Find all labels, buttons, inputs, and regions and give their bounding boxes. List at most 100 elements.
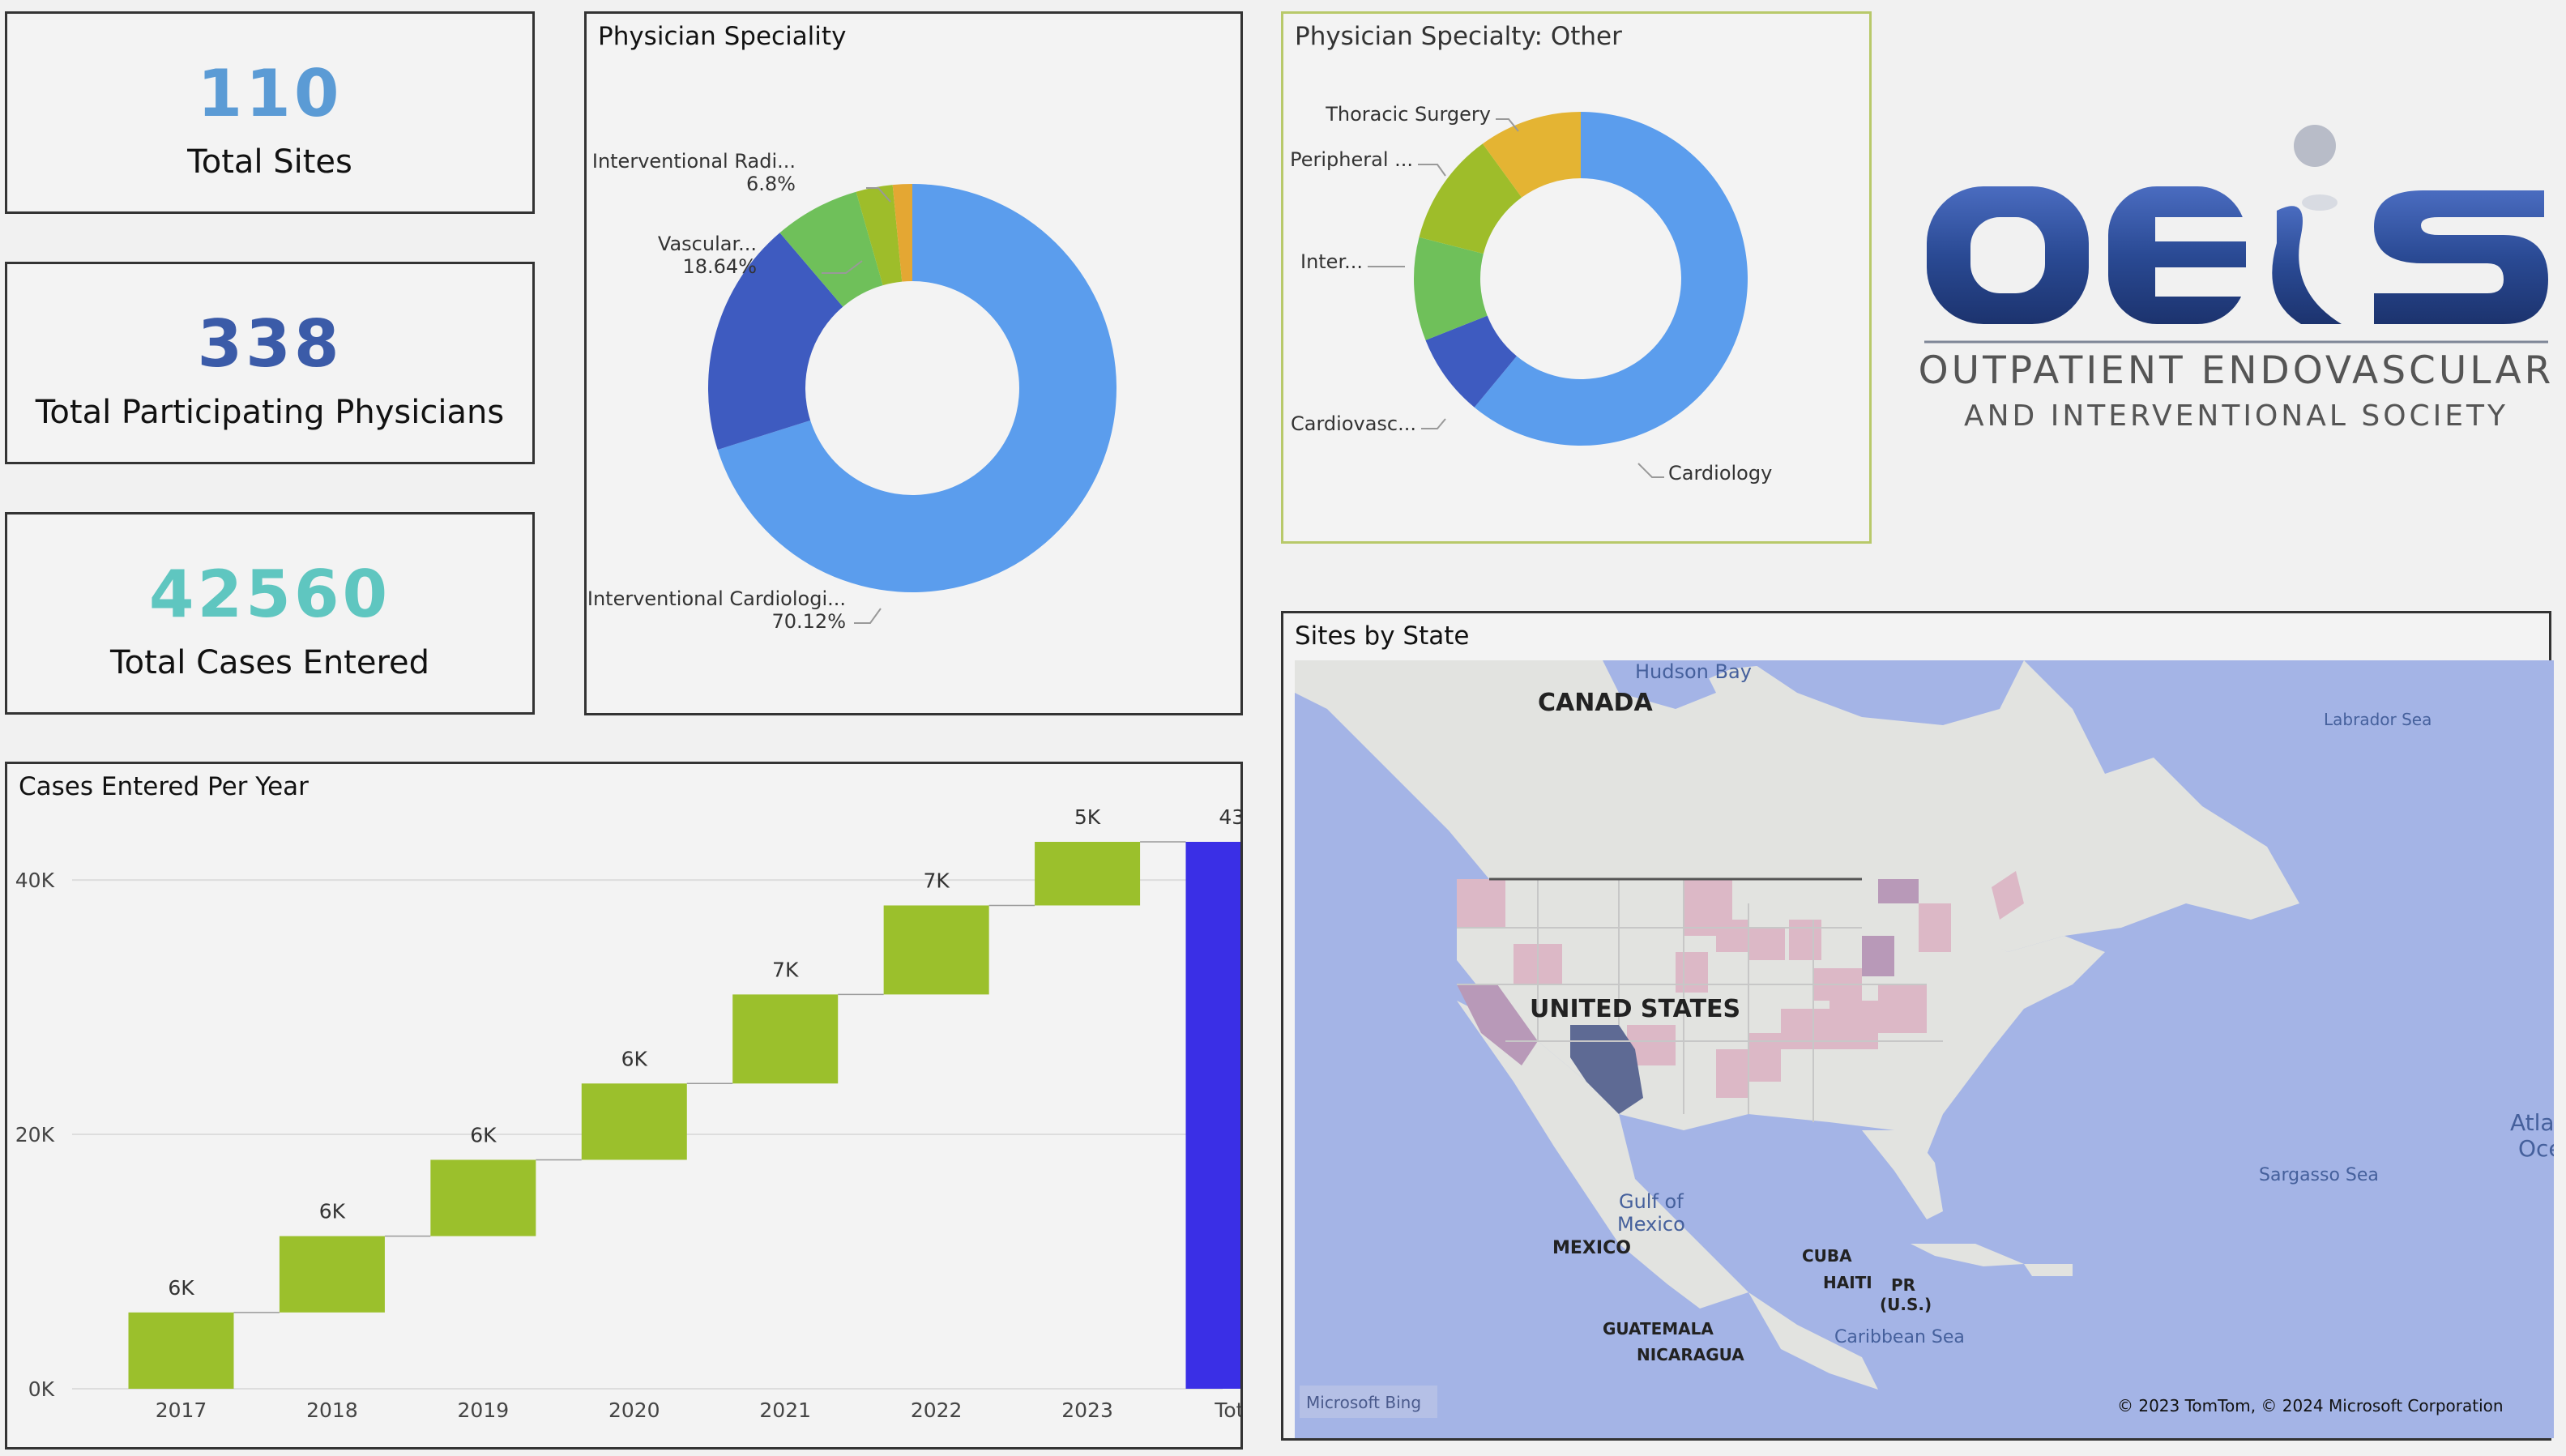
data-label: 6K [319,1200,346,1223]
kpi-label: Total Sites [187,143,352,181]
kpi-total-cases: 42560 Total Cases Entered [5,512,535,715]
waterfall-bar[interactable] [1185,842,1241,1389]
map-label-sargasso: Sargasso Sea [2259,1165,2379,1185]
donut-label: Inter... [1300,250,1363,273]
donut-slice[interactable] [1482,112,1581,198]
data-label: 6K [470,1123,497,1146]
donut-label: Interventional Cardiologi... [587,587,846,610]
map-label-united-states: UNITED STATES [1530,995,1740,1023]
donut-label: Peripheral ... [1290,148,1413,171]
donut-slice[interactable] [892,184,912,282]
waterfall-bar[interactable] [1035,842,1141,906]
map-label-mexico: MEXICO [1552,1238,1631,1258]
x-tick-label: 2017 [156,1398,207,1422]
donut-slice[interactable] [1419,143,1522,254]
kpi-label: Total Participating Physicians [35,394,505,431]
map-label-cuba: CUBA [1802,1246,1852,1266]
waterfall-bar[interactable] [581,1083,687,1160]
x-tick-label: 2020 [608,1398,660,1422]
cases-per-year-panel[interactable]: Cases Entered Per Year 0K 20K 40K 6K 2017 6K 2… [5,762,1243,1450]
x-tick-label: 2019 [458,1398,510,1422]
map-label-nicaragua: NICARAGUA [1637,1345,1744,1364]
kpi-label: Total Cases Entered [109,644,430,681]
map-label-atlantic-2: Oce [2518,1135,2554,1162]
donut-slice[interactable] [717,184,1116,593]
donut-pct: 18.64% [682,255,757,278]
waterfall-bar[interactable] [279,1236,385,1313]
y-tick-label: 0K [28,1377,55,1401]
sites-by-state-panel[interactable]: Sites by State [1281,611,2554,1441]
data-label: 5K [1074,805,1101,829]
kpi-total-physicians: 338 Total Participating Physicians [5,262,535,464]
physician-specialty-other-panel[interactable]: Physician Specialty: Other Thoracic Surg… [1281,11,1872,544]
leader-line [822,260,863,274]
donut-slice[interactable] [1474,112,1748,446]
panel-title: Cases Entered Per Year [19,772,309,801]
oeis-logo-mark: OUTPATIENT ENDOVASCULAR AND INTERVENTION… [1919,125,2552,433]
data-label: 7K [772,958,799,981]
kpi-value: 42560 [148,557,391,632]
donut-pct: 6.8% [746,173,796,195]
map-label-caribbean: Caribbean Sea [1834,1327,1965,1347]
waterfall-bar[interactable] [430,1159,536,1236]
donut-label: Cardiovasc... [1291,412,1416,435]
y-tick-label: 40K [15,869,55,892]
kpi-total-sites: 110 Total Sites [5,11,535,214]
x-tick-label: 2022 [911,1398,963,1422]
waterfall-bar[interactable] [883,905,989,995]
donut-slice[interactable] [1414,237,1488,340]
cases-per-year-chart[interactable]: 0K 20K 40K 6K 2017 6K 2018 6K 2019 6K 2020 7K 2021 7K… [7,764,1240,1447]
leader-line [1418,164,1446,177]
map-label-haiti: HAITI [1823,1273,1872,1292]
map-label-pr-2: (U.S.) [1880,1295,1932,1314]
donut-label: Thoracic Surgery [1325,103,1491,126]
donut-label: Vascular... [658,233,757,255]
physician-speciality-panel[interactable]: Physician Speciality Interventional Radi… [584,11,1243,715]
x-tick-label: 2021 [759,1398,811,1422]
map-label-labrador-sea: Labrador Sea [2324,710,2432,729]
leader-line [1496,118,1519,132]
map-copyright: © 2023 TomTom, © 2024 Microsoft Corporat… [2117,1396,2504,1415]
map-label-gulf-2: Mexico [1617,1213,1685,1236]
y-tick-label: 20K [15,1123,55,1146]
leader-line [1421,418,1446,429]
data-label: 43K [1219,805,1240,829]
leader-line [854,608,882,624]
physician-speciality-donut[interactable]: Interventional Radi...6.8% Vascular...18.… [587,14,1240,713]
panel-title: Physician Specialty: Other [1295,22,1622,51]
waterfall-bar[interactable] [128,1312,234,1389]
donut-slice[interactable] [1425,315,1517,408]
donut-pct: 70.12% [771,610,846,633]
map-label-gulf: Gulf of [1619,1190,1684,1213]
bing-logo-badge [1300,1386,1437,1418]
data-label: 6K [168,1276,194,1300]
logo-line2: AND INTERVENTIONAL SOCIETY [1964,399,2508,433]
map-label-hudson-bay: Hudson Bay [1635,660,1752,683]
panel-title: Physician Speciality [598,22,847,51]
data-label: 6K [621,1047,648,1070]
sites-map[interactable]: Hudson Bay CANADA Labrador Sea UNITED ST… [1295,660,2554,1438]
x-tick-label: 2023 [1061,1398,1113,1422]
map-label-canada: CANADA [1538,689,1653,717]
panel-title: Sites by State [1295,621,1470,651]
donut-label: Cardiology [1668,462,1772,485]
donut-slice[interactable] [708,233,843,450]
map-label-guatemala: GUATEMALA [1603,1319,1714,1339]
donut-slice[interactable] [856,185,903,286]
map-bing: Microsoft Bing [1306,1393,1421,1412]
kpi-value: 338 [197,306,343,382]
waterfall-bar[interactable] [732,994,839,1084]
oeis-logo: OUTPATIENT ENDOVASCULAR AND INTERVENTION… [1919,113,2552,454]
leader-line [1637,463,1664,478]
map-label-atlantic: Atla [2510,1109,2554,1136]
physician-specialty-other-donut[interactable]: Thoracic Surgery Peripheral ... Inter... Ca… [1283,14,1869,541]
x-tick-label: Total [1214,1398,1240,1422]
donut-label: Interventional Radi... [592,150,796,173]
donut-slice[interactable] [779,191,883,307]
kpi-value: 110 [197,56,343,131]
map-label-pr: PR [1891,1275,1915,1295]
data-label: 7K [923,869,950,892]
leader-line [866,187,891,203]
x-tick-label: 2018 [306,1398,358,1422]
logo-line1: OUTPATIENT ENDOVASCULAR [1920,348,2552,393]
